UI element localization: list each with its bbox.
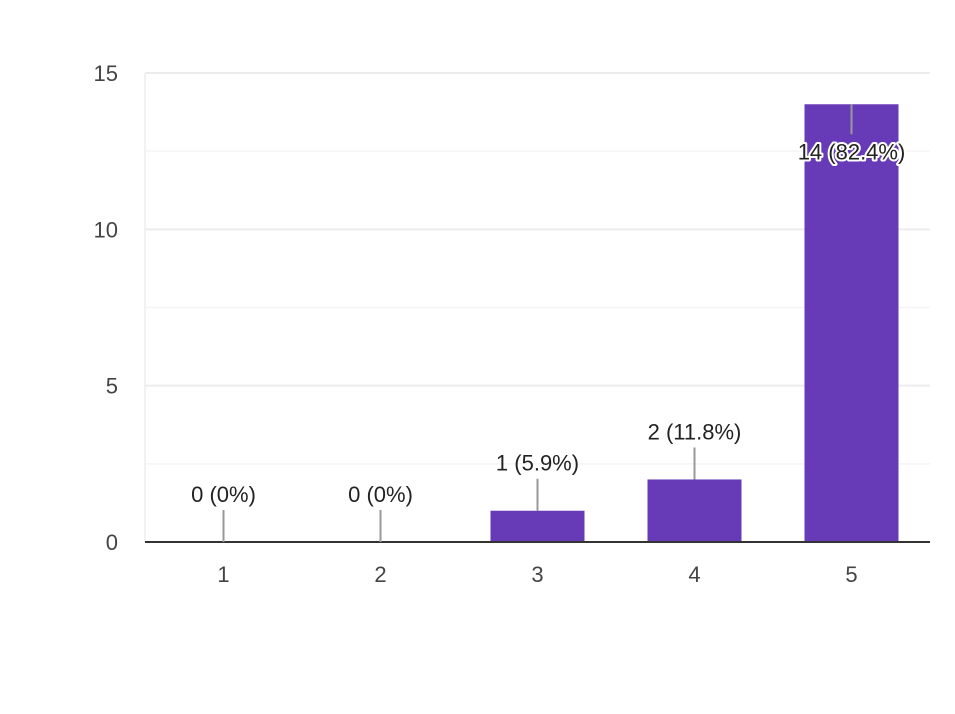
bar-3 [490,510,585,542]
bars [490,104,899,543]
data-label-2: 0 (0%) [348,482,413,507]
data-label-3: 1 (5.9%) [496,451,579,476]
x-tick-label-4: 4 [688,562,700,587]
data-label-4: 2 (11.8%) [648,419,742,444]
grid-lines [144,72,930,542]
y-axis-ticks: 0 5 10 15 [94,61,118,555]
x-axis-ticks: 1 2 3 4 5 [217,562,857,587]
y-tick-label: 0 [106,530,118,555]
bar-4 [647,479,742,542]
x-tick-label-3: 3 [531,562,543,587]
data-label-5: 14 (82.4%) [798,139,906,164]
bar-5 [804,104,899,543]
data-label-1: 0 (0%) [191,482,256,507]
y-tick-label: 15 [94,61,118,86]
x-tick-label-2: 2 [374,562,386,587]
x-tick-label-5: 5 [845,562,857,587]
label-leader-lines [222,104,853,542]
data-labels: 0 (0%) 0 (0%) 1 (5.9%) 2 (11.8%) 14 (82.4%) [191,137,907,507]
x-tick-label-1: 1 [217,562,229,587]
y-tick-label: 10 [94,217,118,242]
y-tick-label: 5 [106,374,118,399]
